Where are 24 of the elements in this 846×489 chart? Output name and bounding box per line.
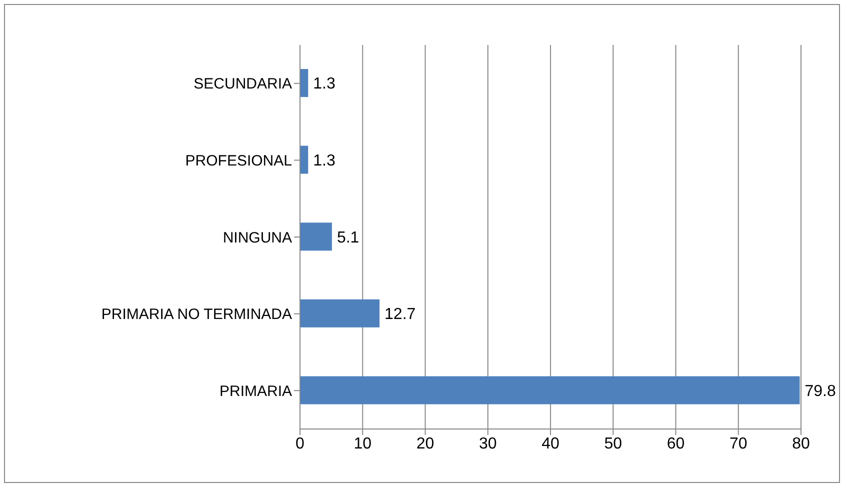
- y-tick-label: SECUNDARIA: [194, 76, 292, 93]
- data-label: 5.1: [336, 229, 360, 246]
- data-label: 1.3: [313, 152, 336, 170]
- bar: [300, 299, 380, 328]
- x-tick-label: 40: [542, 435, 560, 452]
- x-tick-label: 80: [792, 435, 810, 452]
- data-label: 12.7: [384, 306, 416, 324]
- y-tick-label: NINGUNA: [222, 229, 292, 246]
- bar: [300, 222, 332, 251]
- data-label: 1.3: [313, 76, 336, 93]
- x-tick-label: 60: [666, 435, 685, 452]
- bar: [300, 69, 308, 97]
- x-tick-label: 50: [604, 435, 622, 452]
- bar: [300, 376, 800, 404]
- data-label: 79.8: [804, 382, 836, 400]
- x-tick-label: 20: [416, 435, 434, 452]
- y-tick-label: PROFESIONAL: [185, 152, 292, 170]
- x-tick-label: 10: [354, 435, 372, 452]
- x-tick-label: 70: [729, 435, 748, 452]
- y-tick-label: PRIMARIA NO TERMINADA: [101, 306, 292, 324]
- x-tick-label: 30: [478, 435, 497, 452]
- x-tick-label: 0: [296, 435, 305, 452]
- y-tick-label: PRIMARIA: [219, 382, 292, 400]
- bar: [300, 146, 308, 174]
